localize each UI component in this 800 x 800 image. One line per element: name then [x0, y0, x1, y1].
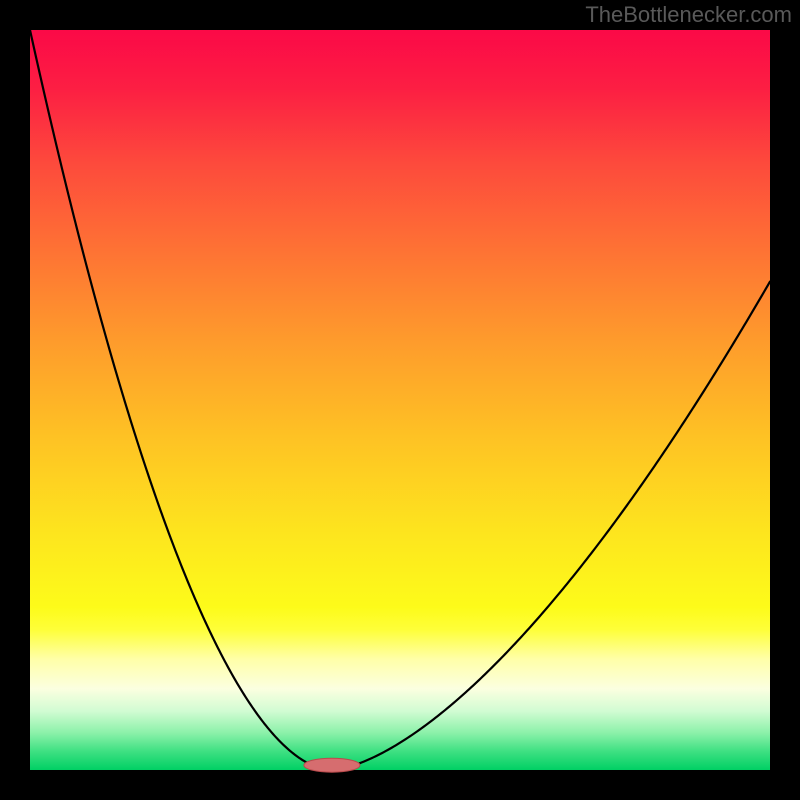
optimal-point-marker [304, 758, 360, 772]
watermark-text: TheBottlenecker.com [585, 2, 792, 28]
bottleneck-chart [0, 0, 800, 800]
chart-container: TheBottlenecker.com [0, 0, 800, 800]
plot-gradient-background [30, 30, 770, 770]
